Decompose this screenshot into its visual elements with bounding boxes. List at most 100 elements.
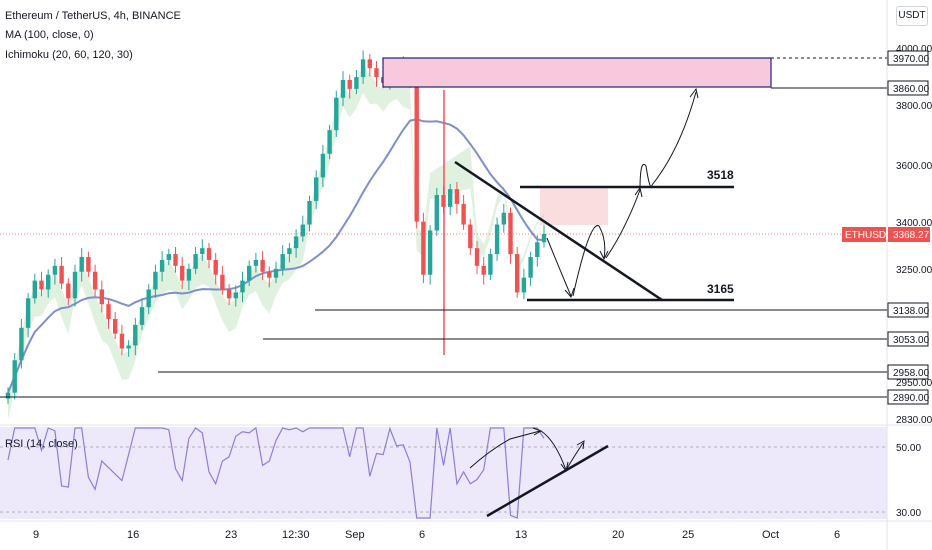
candle-body — [307, 200, 312, 225]
candle-body — [92, 271, 98, 290]
x-tick-13: 13 — [515, 529, 527, 541]
price-label-box — [887, 50, 929, 66]
candle-body — [334, 97, 339, 131]
candle-body — [314, 177, 319, 201]
candle-body — [293, 236, 299, 249]
descending-trendline[interactable] — [454, 160, 663, 302]
projection-down-arrow[interactable] — [546, 237, 572, 297]
candle-body — [133, 324, 138, 346]
x-tick-1230: 12:30 — [282, 529, 310, 541]
candle-body — [535, 242, 540, 258]
rsi-trendline[interactable] — [486, 444, 609, 518]
candle-body — [153, 271, 158, 290]
candle-body — [434, 195, 439, 231]
price-axis[interactable]: 4000.00 3800.00 3600.00 3400.00 3250.00 … — [896, 44, 932, 519]
candle-body — [139, 307, 145, 325]
arrowhead-icon — [599, 250, 609, 261]
candle-body — [166, 254, 171, 260]
candle-body — [32, 280, 37, 299]
candle-body — [59, 265, 64, 284]
candle-body — [79, 257, 84, 272]
candle-body — [106, 304, 111, 319]
candle-body — [146, 289, 151, 308]
candle-body — [454, 189, 460, 204]
arrowhead-icon — [689, 87, 699, 99]
candle-body — [414, 82, 419, 222]
candle-body — [206, 248, 212, 260]
candle-body — [327, 130, 332, 154]
ichimoku-legend[interactable]: Ichimoku (20, 60, 120, 30) — [5, 49, 133, 61]
candle-body — [113, 318, 118, 334]
candle-body — [220, 274, 225, 290]
candle-body — [226, 289, 232, 299]
candle-body — [213, 259, 218, 275]
candle-body — [347, 80, 352, 89]
rsi-line — [7, 426, 545, 519]
price-label-box — [887, 364, 929, 380]
x-tick-16: 16 — [127, 529, 139, 541]
candle-body — [354, 77, 359, 89]
rsi-legend[interactable]: RSI (14, close) — [5, 438, 78, 450]
ichimoku-cloud — [8, 65, 608, 420]
candle-body — [427, 230, 433, 275]
y-tick-3400: 3400.00 — [896, 218, 932, 229]
candle-body — [46, 274, 51, 290]
candle-body — [287, 248, 292, 255]
candle-body — [448, 189, 453, 207]
last-price-value: 3368.27 — [893, 230, 930, 241]
candle-body — [474, 248, 480, 266]
candle-body — [374, 68, 379, 78]
candle-body — [52, 265, 58, 275]
currency-button[interactable]: USDT — [896, 6, 928, 26]
candle-body — [173, 254, 178, 266]
projection-target-arrow[interactable] — [651, 91, 697, 186]
projection-pullback-arrow[interactable] — [639, 164, 653, 191]
candle-body — [421, 221, 426, 275]
x-tick-9: 9 — [33, 529, 39, 541]
last-price-tag — [888, 227, 930, 242]
arrowhead-icon — [576, 440, 585, 450]
time-axis[interactable]: 9 16 23 12:30 Sep 6 13 20 25 Oct 6 — [33, 529, 840, 541]
price-labels: 3970.00 3860.00 3138.00 3053.00 2958.00 … — [887, 50, 930, 405]
rsi-band — [0, 427, 887, 519]
symbol-tag — [842, 227, 886, 242]
annotation-3518: 3518 — [707, 168, 734, 182]
candle-body — [25, 298, 31, 328]
x-tick-oct: Oct — [762, 529, 779, 541]
rsi-path — [7, 426, 545, 519]
candle-body — [39, 280, 44, 290]
candle-body — [12, 360, 17, 393]
candle-body — [253, 259, 259, 266]
projection-retest-arrow[interactable] — [572, 225, 606, 297]
projection-breakout-arrow[interactable] — [605, 189, 641, 259]
candle-body — [488, 254, 493, 275]
price-label-box — [887, 331, 929, 347]
x-tick-20: 20 — [612, 529, 624, 541]
candle-body — [273, 268, 279, 278]
candle-body — [501, 212, 506, 225]
y-tick-3800: 3800.00 — [896, 101, 932, 112]
candle-body — [233, 292, 238, 299]
rsi-arrow-up[interactable] — [469, 430, 541, 469]
annotation-3165: 3165 — [707, 282, 734, 296]
chart-title[interactable]: Ethereum / TetherUS, 4h, BINANCE — [5, 10, 181, 22]
arrowhead-icon — [560, 461, 569, 473]
supply-zone[interactable] — [382, 57, 772, 88]
candle-body — [66, 283, 71, 299]
candle-body — [126, 345, 131, 349]
rsi-tick-50: 50.00 — [896, 443, 921, 454]
symbol-tag-label: ETHUSDT — [845, 230, 892, 241]
x-tick-23: 23 — [225, 529, 237, 541]
candle-body — [528, 257, 533, 278]
rsi-arrow-down[interactable] — [540, 430, 567, 471]
cloud-red-area — [540, 187, 608, 225]
candle-body — [461, 203, 466, 225]
price-label-2890: 2890.00 — [893, 393, 930, 404]
candle-body — [159, 259, 165, 272]
candle-body — [180, 265, 185, 281]
candle-body — [193, 254, 198, 269]
rsi-arrow-rebound[interactable] — [565, 442, 584, 471]
y-tick-3250: 3250.00 — [896, 265, 932, 276]
ma-legend[interactable]: MA (100, close, 0) — [5, 29, 94, 41]
